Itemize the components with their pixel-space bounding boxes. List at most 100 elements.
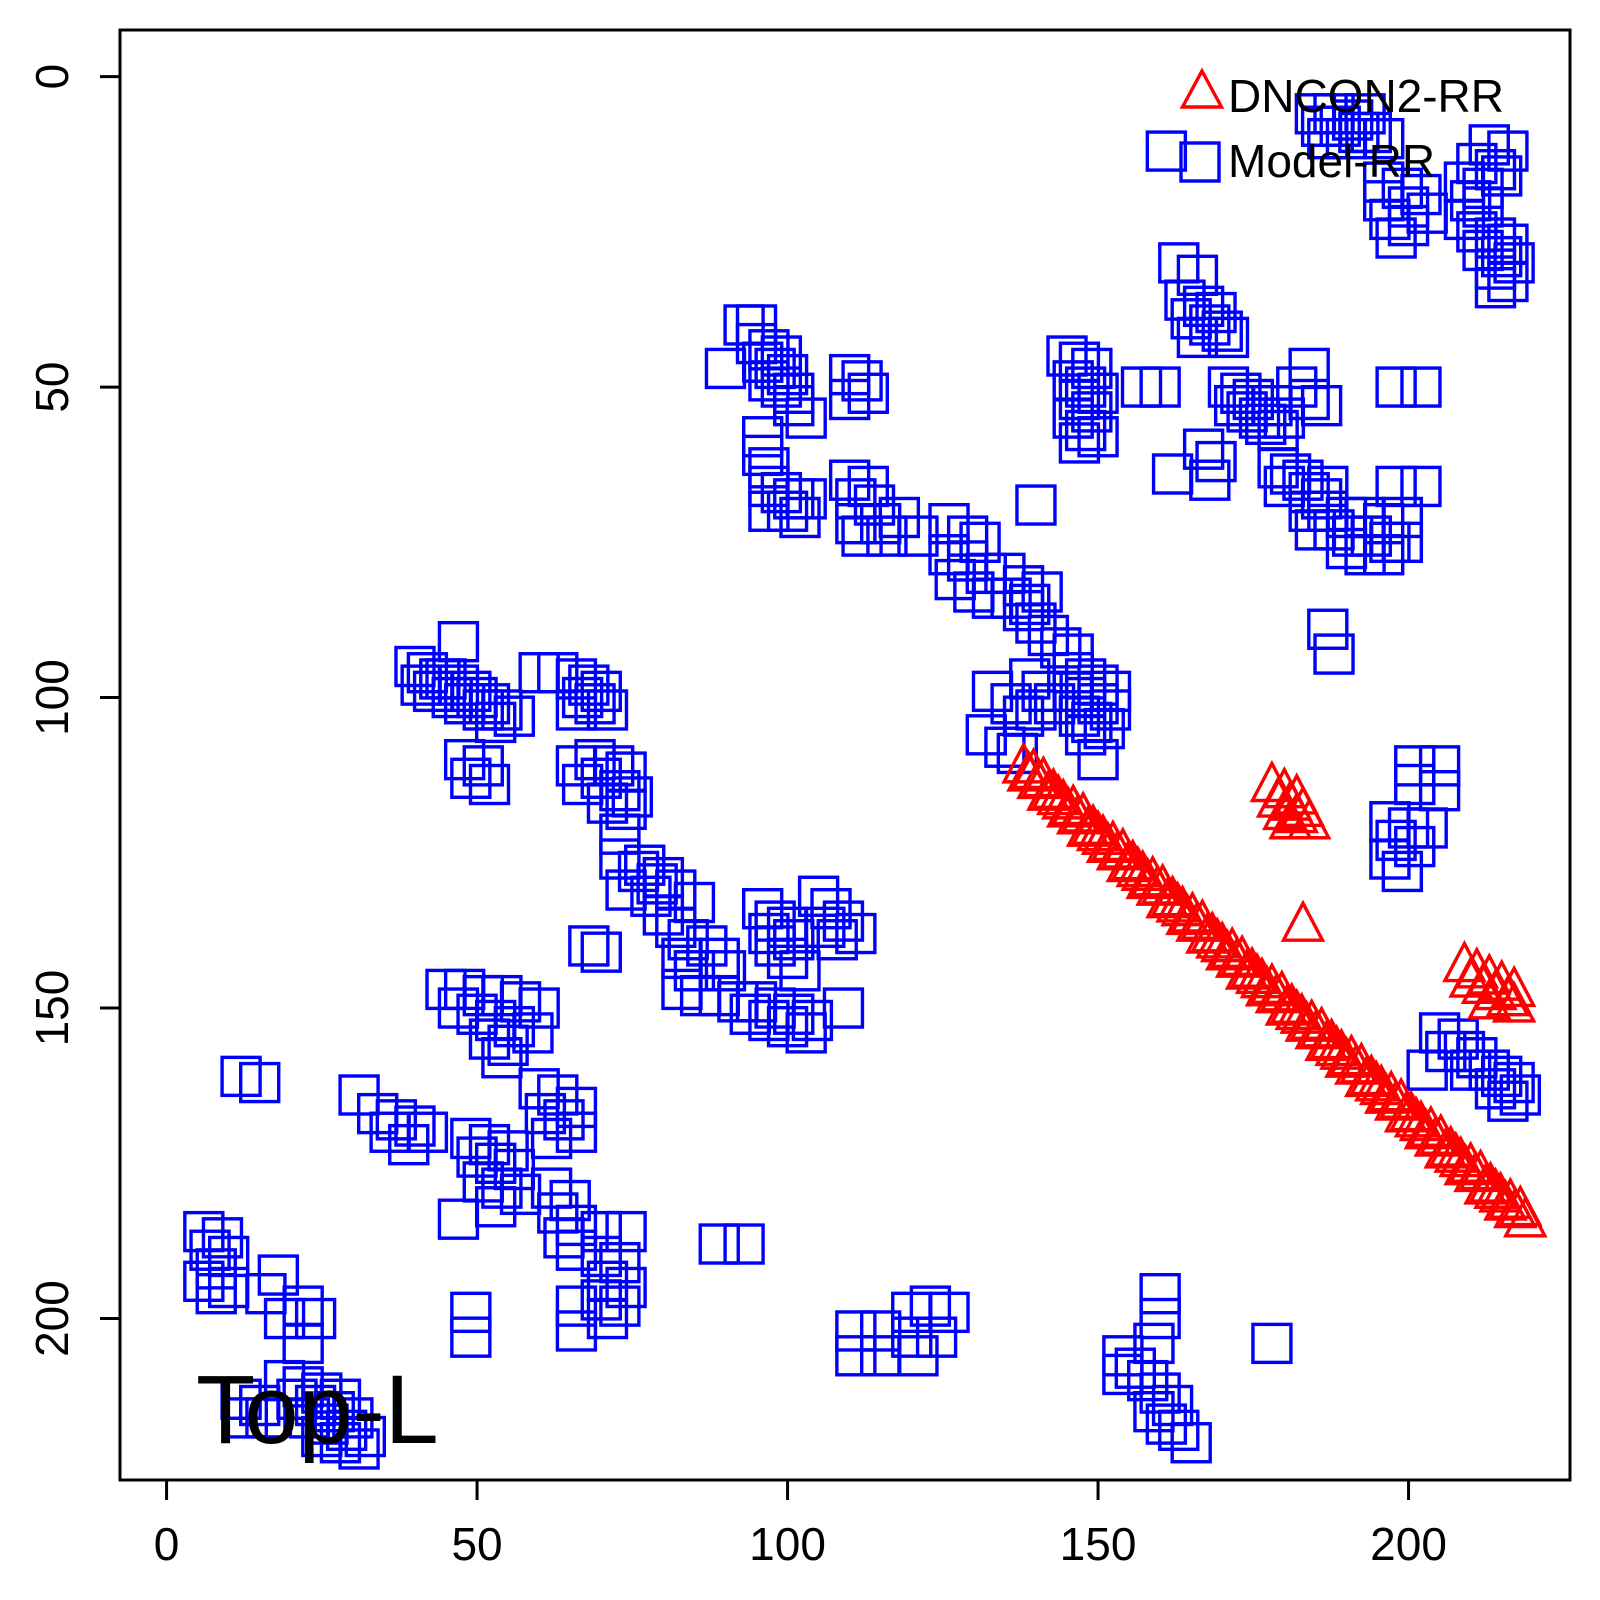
model-rr-point (1207, 316, 1250, 359)
model-rr-point (766, 937, 809, 980)
model-rr-point (1474, 267, 1517, 309)
model-rr-point (599, 1285, 641, 1327)
dncon2-rr-point (1219, 933, 1265, 977)
model-rr-point (555, 1310, 598, 1352)
model-rr-point (990, 683, 1032, 725)
model-rr-point (698, 1223, 740, 1265)
model-rr-point (804, 906, 846, 949)
model-rr-point (239, 1061, 281, 1104)
model-rr-point (766, 490, 809, 532)
model-rr-point (791, 999, 834, 1042)
dncon2-rr-point (1363, 1071, 1409, 1114)
model-rr-point (294, 1297, 337, 1340)
dncon2-rr-point (1460, 961, 1506, 1005)
model-rr-point (1114, 1347, 1157, 1389)
model-rr-point (748, 360, 790, 402)
model-rr-point (1139, 366, 1181, 408)
y-tick-label: 150 (26, 970, 78, 1047)
dncon2-rr-point (1378, 1076, 1424, 1119)
model-rr-point (779, 496, 821, 539)
dncon2-rr-point (1466, 977, 1512, 1020)
model-rr-point (642, 894, 685, 936)
model-rr-point (1499, 1074, 1542, 1116)
model-rr-point (605, 788, 647, 831)
model-rr-point (835, 1335, 877, 1377)
model-rr-point (1002, 589, 1045, 632)
plot-border (118, 28, 1572, 1482)
dncon2-rr-point (1339, 1041, 1384, 1084)
model-rr-point (474, 701, 517, 744)
model-rr-point (450, 1316, 492, 1358)
model-rr-point (723, 1223, 765, 1265)
model-rr-point (1369, 838, 1411, 880)
model-rr-point (1015, 602, 1057, 644)
model-rr-point (586, 1297, 629, 1340)
model-rr-point (195, 1273, 237, 1315)
model-rr-point (605, 1210, 647, 1253)
model-rr-point (1487, 1080, 1529, 1122)
legend-label-dncon2-rr: DNCON2-RR (1228, 70, 1504, 122)
dncon2-rr-point (1418, 1112, 1464, 1155)
model-rr-point (437, 1198, 480, 1240)
model-rr-point (1307, 608, 1349, 650)
y-tick-label: 50 (26, 361, 78, 412)
axis-ticks: 0 50 100 150 200 0 50 100 150 200 (26, 64, 1447, 1570)
x-tick-label: 100 (749, 1518, 826, 1570)
model-rr-point (729, 993, 771, 1035)
model-rr-point (835, 912, 877, 955)
model-rr-point (1127, 1359, 1169, 1402)
model-rr-point (1158, 1409, 1200, 1452)
data-points (183, 93, 1548, 1470)
dncon2-rr-point (1259, 969, 1305, 1012)
model-rr-point (388, 1123, 430, 1166)
dncon2-rr-point (1249, 759, 1295, 803)
top-l-annotation: Top-L (196, 1355, 439, 1464)
model-rr-point (468, 763, 511, 806)
model-rr-point (1375, 217, 1417, 259)
model-rr-point (785, 397, 827, 439)
model-rr-point (1077, 738, 1119, 781)
model-rr-point (1064, 366, 1107, 408)
dncon2-rr-point (1140, 862, 1185, 905)
model-rr-point (1288, 347, 1330, 390)
model-rr-point (1394, 825, 1436, 868)
model-rr-point (555, 1086, 598, 1129)
model-rr-point (1145, 130, 1188, 172)
model-rr-point (1387, 204, 1430, 247)
model-rr-point (1400, 366, 1442, 408)
model-rr-point (568, 925, 610, 967)
model-rr-point (481, 689, 523, 731)
model-rr-point (1058, 422, 1101, 464)
model-rr-point (785, 1012, 827, 1054)
dncon2-rr-point (1443, 1142, 1488, 1186)
model-rr-point (1170, 1422, 1212, 1464)
model-rr-point (512, 1012, 554, 1054)
dncon2-rr-point (1060, 790, 1106, 833)
model-rr-point (754, 925, 796, 967)
x-tick-label: 200 (1370, 1518, 1447, 1570)
model-rr-point (1375, 366, 1417, 408)
model-rr-point (183, 1260, 225, 1302)
model-rr-point (555, 1204, 598, 1247)
legend: DNCON2-RR Model-RR (1179, 67, 1504, 187)
dncon2-rr-point (1448, 955, 1493, 998)
model-rr-point (487, 1024, 529, 1067)
y-tick-label: 200 (26, 1280, 78, 1357)
legend-label-model-rr: Model-RR (1228, 135, 1435, 187)
legend-triangle-icon (1179, 67, 1225, 109)
model-rr-point (928, 1291, 970, 1334)
x-tick-label: 0 (154, 1518, 180, 1570)
model-rr-point (1350, 111, 1392, 154)
model-rr-point (1176, 316, 1219, 359)
model-rr-point (1381, 850, 1424, 893)
dncon2-rr-point (1021, 754, 1066, 798)
model-rr-point (1288, 378, 1330, 421)
model-rr-point (1040, 627, 1082, 669)
model-rr-point (1015, 484, 1057, 526)
model-rr-point (828, 378, 871, 421)
y-tick-label: 100 (26, 659, 78, 736)
dncon2-rr-point (1268, 797, 1313, 840)
model-rr-point (797, 875, 840, 917)
model-rr-point (450, 1291, 492, 1334)
